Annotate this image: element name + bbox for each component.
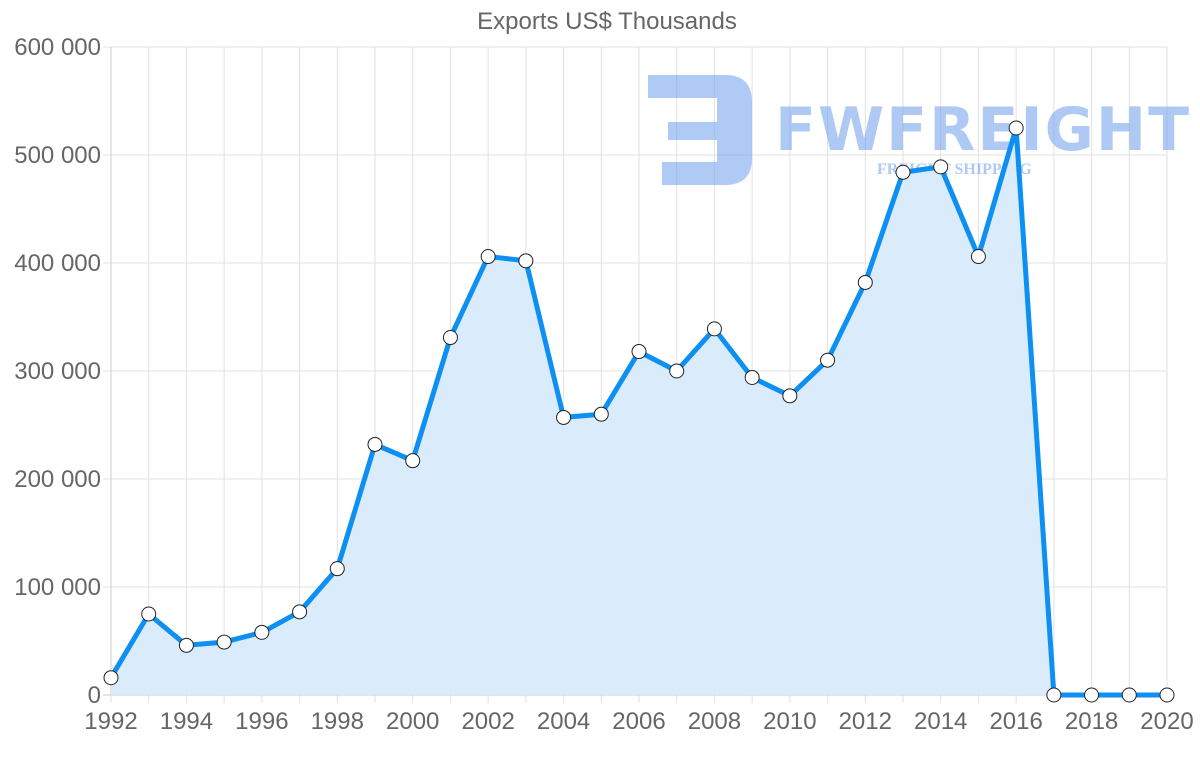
x-axis-ticks: 1992 1994 1996 1998 2000 2002 2004 2006 2008 2010… — [84, 708, 1193, 735]
data-point[interactable] — [442, 330, 458, 346]
x-tick-label: 2020 — [1140, 708, 1193, 735]
x-tick-label: 1998 — [311, 708, 364, 735]
x-tick-label: 1996 — [235, 708, 288, 735]
data-point[interactable] — [744, 369, 760, 385]
x-tick-label: 2004 — [537, 708, 590, 735]
x-tick-label: 2008 — [688, 708, 741, 735]
x-tick-label: 2006 — [612, 708, 665, 735]
data-point[interactable] — [933, 159, 949, 175]
y-tick-label: 400 000 — [14, 250, 101, 277]
chart-title: Exports US$ Thousands — [477, 8, 737, 35]
data-point[interactable] — [329, 561, 345, 577]
data-point[interactable] — [857, 274, 873, 290]
x-tick-label: 2000 — [386, 708, 439, 735]
data-point[interactable] — [480, 249, 496, 265]
y-tick-label: 0 — [88, 682, 101, 709]
x-tick-label: 2016 — [989, 708, 1042, 735]
watermark-brand: FWFREIGHT — [775, 95, 1191, 165]
data-point[interactable] — [103, 670, 119, 686]
data-point[interactable] — [1084, 687, 1100, 703]
data-point[interactable] — [292, 604, 308, 620]
data-point[interactable] — [706, 321, 722, 337]
data-point[interactable] — [593, 406, 609, 422]
data-point[interactable] — [1159, 687, 1175, 703]
data-point[interactable] — [1008, 120, 1024, 136]
data-points — [103, 120, 1175, 703]
x-tick-label: 2018 — [1065, 708, 1118, 735]
data-point[interactable] — [970, 249, 986, 265]
data-point[interactable] — [178, 637, 194, 653]
y-tick-label: 600 000 — [14, 34, 101, 61]
x-tick-label: 1992 — [84, 708, 137, 735]
x-tick-label: 2014 — [914, 708, 967, 735]
x-tick-label: 2010 — [763, 708, 816, 735]
data-point[interactable] — [141, 606, 157, 622]
y-tick-label: 300 000 — [14, 358, 101, 385]
data-point[interactable] — [216, 634, 232, 650]
data-point[interactable] — [367, 436, 383, 452]
y-tick-label: 100 000 — [14, 574, 101, 601]
y-axis-ticks: 0 100 000 200 000 300 000 400 000 500 000 600 … — [14, 34, 101, 709]
fwfreight-logo-icon — [648, 75, 752, 185]
x-tick-label: 2012 — [839, 708, 892, 735]
y-tick-label: 500 000 — [14, 142, 101, 169]
y-tick-label: 200 000 — [14, 466, 101, 493]
data-point[interactable] — [556, 409, 572, 425]
x-tick-label: 1994 — [160, 708, 213, 735]
data-point[interactable] — [1121, 687, 1137, 703]
area-fill — [111, 128, 1167, 695]
data-point[interactable] — [1046, 687, 1062, 703]
data-point[interactable] — [405, 453, 421, 469]
fwfreight-watermark: FWFREIGHT FREIGHT SHIPPING — [648, 75, 1191, 185]
data-point[interactable] — [782, 388, 798, 404]
data-point[interactable] — [518, 253, 534, 269]
x-tick-label: 2002 — [461, 708, 514, 735]
data-point[interactable] — [669, 363, 685, 379]
data-point[interactable] — [254, 624, 270, 640]
data-point[interactable] — [895, 164, 911, 180]
data-point[interactable] — [820, 352, 836, 368]
data-point[interactable] — [631, 344, 647, 360]
